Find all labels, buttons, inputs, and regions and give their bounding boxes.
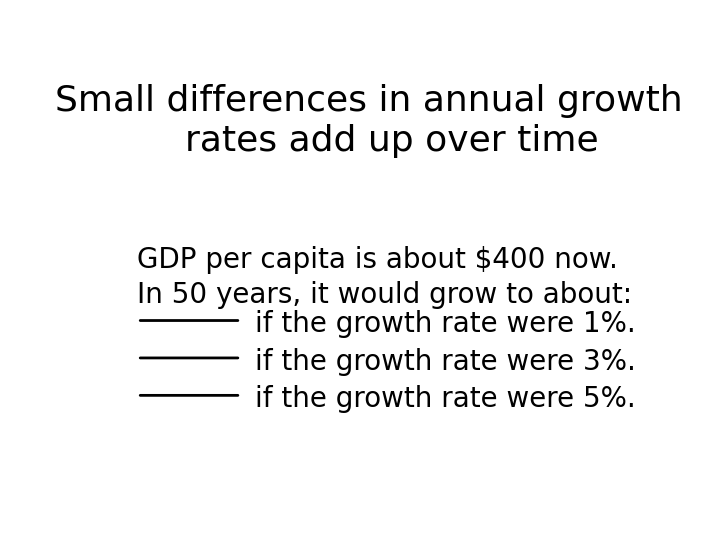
Text: if the growth rate were 3%.: if the growth rate were 3%.	[255, 348, 636, 375]
Text: if the growth rate were 1%.: if the growth rate were 1%.	[255, 310, 635, 338]
Text: Small differences in annual growth
    rates add up over time: Small differences in annual growth rates…	[55, 84, 683, 158]
Text: GDP per capita is about $400 now.: GDP per capita is about $400 now.	[138, 246, 618, 274]
Text: if the growth rate were 5%.: if the growth rate were 5%.	[255, 385, 635, 413]
Text: In 50 years, it would grow to about:: In 50 years, it would grow to about:	[138, 281, 633, 309]
